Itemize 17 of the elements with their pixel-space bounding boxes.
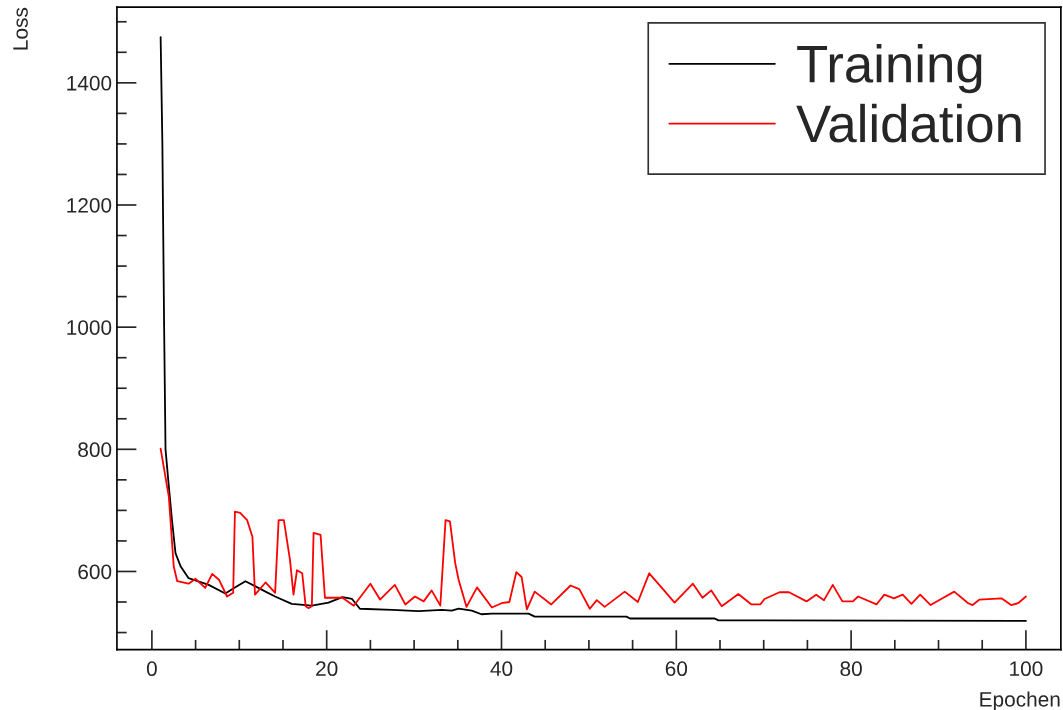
y-tick-label: 1400 xyxy=(67,75,112,91)
x-tick-label: 80 xyxy=(840,661,862,677)
x-tick-label: 100 xyxy=(1010,661,1043,677)
line-series xyxy=(159,36,1027,622)
legend-label: Training xyxy=(797,44,982,94)
line-series xyxy=(159,447,1027,611)
x-tick-label: 60 xyxy=(665,661,688,677)
x-axis-title: Epochen xyxy=(980,691,1060,710)
y-tick-label: 1200 xyxy=(67,198,112,213)
x-tick-label: 40 xyxy=(490,661,513,677)
x-tick-label: 0 xyxy=(146,661,157,677)
y-tick-label: 1000 xyxy=(67,320,112,335)
y-tick-label: 600 xyxy=(78,564,112,580)
legend-label: Validation xyxy=(796,103,1021,143)
y-tick-label: 800 xyxy=(78,442,112,458)
y-axis-title: Loss xyxy=(13,7,28,50)
x-tick-label: 20 xyxy=(316,661,338,677)
